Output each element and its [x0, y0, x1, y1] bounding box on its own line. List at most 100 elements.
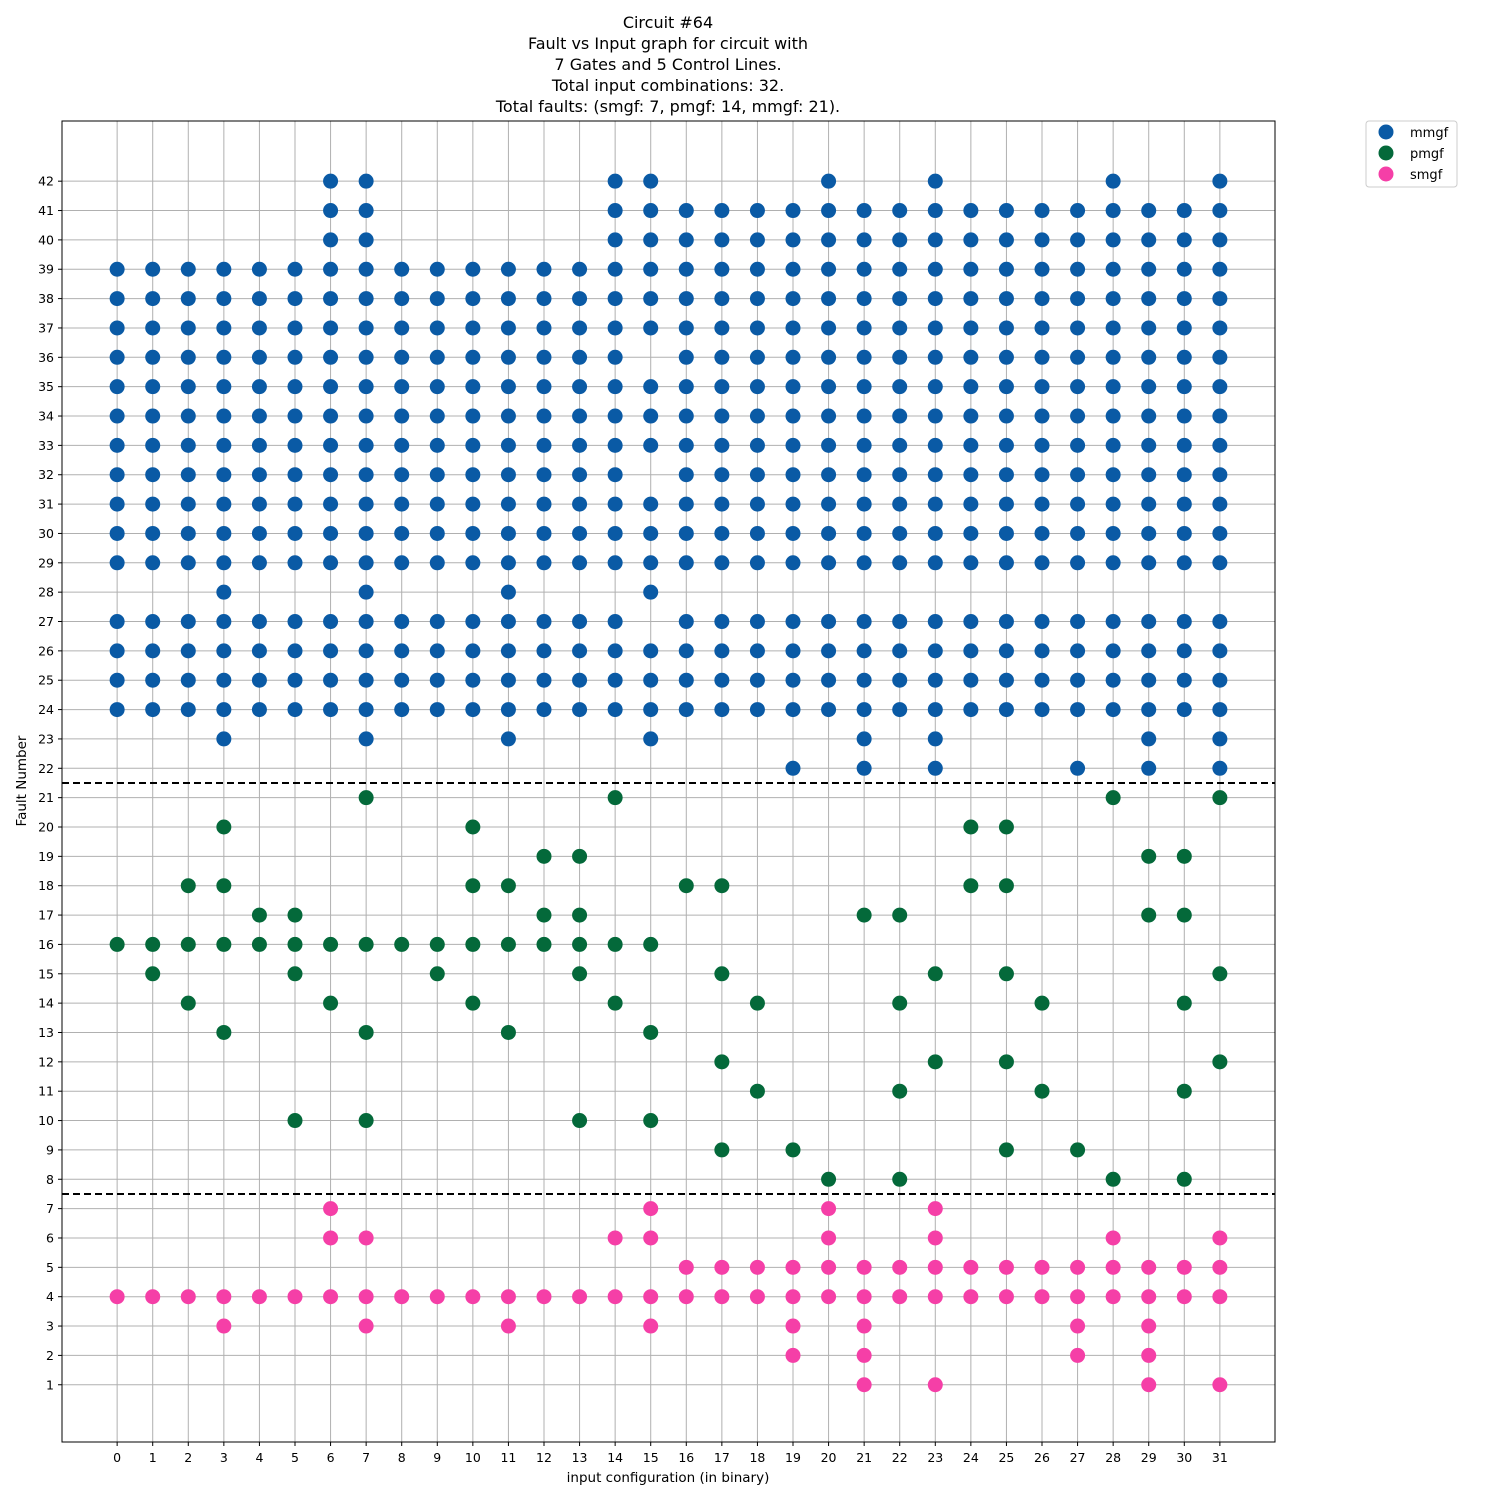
- pmgf-point: [892, 907, 908, 923]
- x-tick-label: 15: [643, 1450, 659, 1465]
- legend-marker-mmgf: [1378, 124, 1394, 140]
- x-tick-label: 6: [327, 1450, 335, 1465]
- mmgf-point: [856, 614, 872, 630]
- pmgf-point: [1176, 907, 1192, 923]
- pmgf-point: [643, 1024, 659, 1040]
- mmgf-point: [572, 672, 588, 688]
- mmgf-point: [1034, 203, 1050, 219]
- pmgf-point: [749, 1083, 765, 1099]
- smgf-point: [856, 1289, 872, 1305]
- y-tick-label: 4: [46, 1289, 54, 1304]
- mmgf-point: [1176, 702, 1192, 718]
- mmgf-point: [1212, 672, 1228, 688]
- mmgf-point: [536, 261, 552, 277]
- mmgf-point: [358, 408, 374, 424]
- mmgf-point: [1141, 437, 1157, 453]
- mmgf-point: [1141, 525, 1157, 541]
- smgf-point: [785, 1318, 801, 1334]
- mmgf-point: [1070, 672, 1086, 688]
- mmgf-point: [927, 731, 943, 747]
- mmgf-point: [1070, 437, 1086, 453]
- mmgf-point: [963, 379, 979, 395]
- mmgf-point: [927, 437, 943, 453]
- mmgf-point: [394, 379, 410, 395]
- pmgf-point: [963, 878, 979, 894]
- mmgf-point: [145, 702, 161, 718]
- mmgf-point: [678, 702, 694, 718]
- mmgf-point: [358, 232, 374, 248]
- mmgf-point: [856, 232, 872, 248]
- mmgf-point: [1212, 203, 1228, 219]
- smgf-point: [536, 1289, 552, 1305]
- mmgf-point: [856, 672, 872, 688]
- mmgf-point: [536, 525, 552, 541]
- smgf-point: [1212, 1377, 1228, 1393]
- y-tick-label: 6: [46, 1230, 54, 1245]
- mmgf-point: [963, 525, 979, 541]
- mmgf-point: [465, 496, 481, 512]
- mmgf-point: [323, 349, 339, 365]
- smgf-point: [927, 1201, 943, 1217]
- mmgf-point: [465, 408, 481, 424]
- mmgf-point: [607, 379, 623, 395]
- mmgf-point: [1105, 408, 1121, 424]
- mmgf-point: [109, 261, 125, 277]
- mmgf-point: [607, 203, 623, 219]
- mmgf-point: [216, 731, 232, 747]
- smgf-point: [1034, 1259, 1050, 1275]
- mmgf-point: [358, 584, 374, 600]
- mmgf-point: [714, 261, 730, 277]
- mmgf-point: [1141, 496, 1157, 512]
- legend-label-pmgf: pmgf: [1410, 147, 1444, 162]
- mmgf-point: [358, 467, 374, 483]
- legend-label-mmgf: mmgf: [1410, 126, 1449, 141]
- pmgf-point: [429, 966, 445, 982]
- mmgf-point: [821, 467, 837, 483]
- mmgf-point: [785, 467, 801, 483]
- mmgf-point: [856, 760, 872, 776]
- pmgf-point: [180, 936, 196, 952]
- mmgf-point: [749, 291, 765, 307]
- mmgf-point: [216, 261, 232, 277]
- smgf-point: [821, 1259, 837, 1275]
- mmgf-point: [500, 496, 516, 512]
- mmgf-point: [394, 702, 410, 718]
- mmgf-point: [678, 643, 694, 659]
- mmgf-point: [1141, 760, 1157, 776]
- pmgf-point: [572, 966, 588, 982]
- title-line-3: 7 Gates and 5 Control Lines.: [554, 55, 781, 74]
- smgf-point: [892, 1289, 908, 1305]
- smgf-point: [892, 1259, 908, 1275]
- mmgf-point: [607, 349, 623, 365]
- pmgf-point: [287, 966, 303, 982]
- mmgf-point: [927, 702, 943, 718]
- smgf-point: [1141, 1259, 1157, 1275]
- mmgf-point: [572, 320, 588, 336]
- mmgf-point: [1034, 525, 1050, 541]
- pmgf-point: [607, 995, 623, 1011]
- smgf-point: [643, 1201, 659, 1217]
- mmgf-point: [465, 437, 481, 453]
- mmgf-point: [785, 232, 801, 248]
- pmgf-point: [714, 878, 730, 894]
- mmgf-point: [927, 349, 943, 365]
- x-tick-label: 26: [1034, 1450, 1050, 1465]
- mmgf-point: [1034, 437, 1050, 453]
- mmgf-point: [1176, 643, 1192, 659]
- mmgf-point: [536, 467, 552, 483]
- mmgf-point: [536, 291, 552, 307]
- mmgf-point: [607, 408, 623, 424]
- smgf-point: [358, 1318, 374, 1334]
- mmgf-point: [714, 702, 730, 718]
- smgf-point: [856, 1347, 872, 1363]
- mmgf-point: [1212, 467, 1228, 483]
- mmgf-point: [323, 408, 339, 424]
- y-tick-label: 11: [38, 1084, 54, 1099]
- mmgf-point: [1070, 643, 1086, 659]
- y-tick-label: 7: [46, 1201, 54, 1216]
- mmgf-point: [856, 349, 872, 365]
- pmgf-point: [394, 936, 410, 952]
- mmgf-point: [1070, 525, 1086, 541]
- mmgf-point: [145, 496, 161, 512]
